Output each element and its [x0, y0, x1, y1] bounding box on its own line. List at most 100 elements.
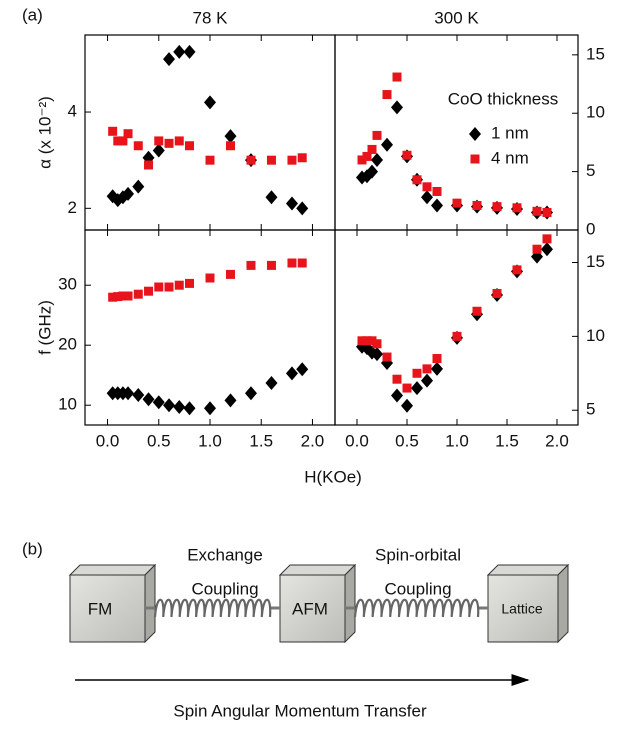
- data-point: [362, 336, 372, 346]
- legend-label: 4 nm: [491, 148, 529, 167]
- data-point: [152, 395, 165, 410]
- data-point: [205, 155, 215, 165]
- data-point: [372, 339, 382, 349]
- x-tick-label: 2.0: [301, 431, 325, 450]
- data-point: [244, 386, 257, 401]
- data-point: [366, 164, 378, 179]
- data-point: [412, 175, 422, 185]
- y-tick-label: 30: [58, 275, 77, 294]
- x-tick-label: 2.0: [545, 431, 569, 450]
- data-point: [183, 44, 196, 59]
- data-point: [472, 200, 482, 210]
- panel-label: (a): [22, 5, 43, 24]
- link-label: Spin-orbital: [375, 545, 461, 564]
- data-point: [297, 258, 307, 268]
- data-point: [382, 352, 392, 362]
- data-point: [367, 336, 377, 346]
- data-point: [391, 388, 403, 403]
- arrow-label: Spin Angular Momentum Transfer: [173, 701, 427, 720]
- data-point: [452, 198, 462, 208]
- data-point: [392, 374, 402, 384]
- spring: [153, 598, 272, 618]
- data-point: [122, 186, 135, 201]
- plot-frame: [334, 229, 579, 426]
- data-point: [108, 126, 118, 136]
- data-point: [432, 186, 442, 196]
- data-point: [118, 136, 128, 146]
- legend-title: CoO thickness: [448, 89, 559, 108]
- data-point: [164, 138, 174, 148]
- data-point: [132, 388, 145, 402]
- node-label: FM: [88, 599, 113, 618]
- data-point: [185, 278, 195, 288]
- data-point: [122, 386, 135, 401]
- plot: 2 4 78 K α (x 10⁻²): [35, 8, 336, 231]
- data-point: [472, 306, 482, 316]
- plot: 0.0 0.5 1.0 1.5 2.0 10 20 30f (GHz): [35, 229, 336, 450]
- box: [278, 563, 357, 644]
- data-point: [421, 190, 433, 205]
- y-tick-label: 20: [58, 335, 77, 354]
- data-point: [108, 292, 118, 302]
- data-point: [144, 286, 154, 296]
- data-point: [246, 155, 256, 165]
- data-point: [185, 141, 195, 151]
- data-point: [452, 331, 462, 341]
- y-axis-label: f (GHz): [35, 300, 54, 355]
- data-point: [225, 141, 235, 151]
- y-tick-label: 10: [58, 395, 77, 414]
- data-point: [392, 72, 402, 82]
- data-point: [154, 282, 164, 292]
- y-tick-label: 4: [68, 102, 77, 121]
- data-point: [532, 206, 542, 216]
- data-point: [391, 100, 403, 115]
- data-point: [287, 155, 297, 165]
- data-point: [133, 289, 143, 299]
- data-point: [296, 362, 309, 377]
- x-axis-label: H(KOe): [304, 467, 362, 486]
- data-point: [401, 398, 413, 413]
- data-point: [362, 151, 372, 161]
- data-point: [542, 207, 552, 217]
- plot: 0.0 0.5 1.0 1.5 2.0 5 10 15: [334, 229, 605, 450]
- chart-title: 78 K: [193, 8, 229, 27]
- data-point: [154, 136, 164, 146]
- data-point: [266, 155, 276, 165]
- data-point: [297, 153, 307, 163]
- data-point: [266, 260, 276, 270]
- data-point: [371, 347, 383, 362]
- y-tick-label: 2: [68, 198, 77, 217]
- data-point: [173, 44, 186, 59]
- data-point: [357, 155, 367, 165]
- data-point: [113, 292, 123, 302]
- x-tick-label: 1.0: [445, 431, 469, 450]
- x-tick-label: 0.0: [96, 431, 120, 450]
- data-point: [431, 361, 443, 376]
- data-point: [287, 258, 297, 268]
- data-point: [225, 269, 235, 279]
- data-point: [422, 364, 432, 374]
- x-tick-label: 0.5: [395, 431, 419, 450]
- y-tick-label: 15: [586, 44, 605, 63]
- spring: [353, 598, 480, 618]
- x-tick-label: 0.0: [345, 431, 369, 450]
- data-point: [371, 152, 383, 167]
- data-point: [372, 130, 382, 140]
- y-tick-label: 10: [586, 326, 605, 345]
- data-point: [412, 368, 422, 378]
- data-point: [164, 282, 174, 292]
- data-point: [265, 376, 278, 390]
- data-point: [204, 95, 216, 110]
- data-point: [174, 280, 184, 290]
- data-point: [492, 289, 502, 299]
- data-point: [381, 137, 393, 152]
- data-point: [174, 136, 184, 146]
- data-point: [285, 366, 298, 381]
- data-point: [285, 196, 298, 211]
- data-point: [422, 182, 432, 192]
- data-point: [367, 144, 377, 154]
- plot: 0 5 10 15 300 K CoO thickness 1 nm 4 nm: [334, 8, 605, 238]
- data-point: [265, 190, 278, 205]
- data-point: [163, 398, 176, 413]
- y-tick-label: 10: [586, 103, 605, 122]
